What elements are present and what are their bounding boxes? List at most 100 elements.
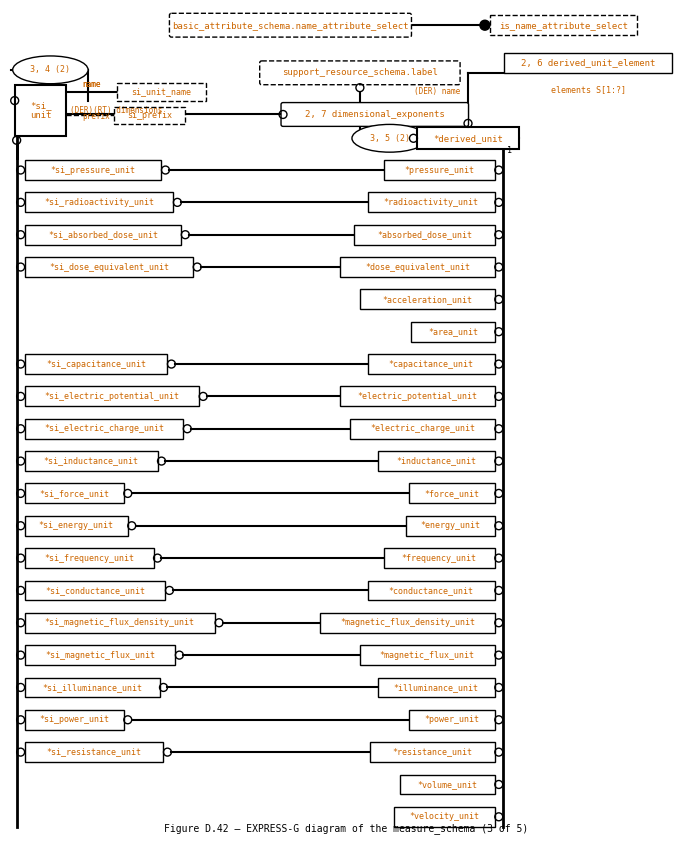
Bar — [24, 710, 124, 730]
Text: prefix: prefix — [82, 112, 110, 121]
Bar — [368, 193, 495, 212]
Text: 1: 1 — [507, 146, 511, 155]
Text: *electric_charge_unit: *electric_charge_unit — [370, 424, 475, 434]
Text: *resistance_unit: *resistance_unit — [392, 748, 473, 757]
Text: *si_inductance_unit: *si_inductance_unit — [44, 456, 139, 466]
Text: basic_attribute_schema.name_attribute_select: basic_attribute_schema.name_attribute_se… — [172, 21, 409, 29]
Bar — [360, 290, 495, 309]
Text: *radioactivity_unit: *radioactivity_unit — [384, 198, 479, 207]
Circle shape — [480, 20, 490, 30]
Bar — [24, 257, 193, 277]
Text: *si_absorbed_dose_unit: *si_absorbed_dose_unit — [48, 230, 158, 239]
Text: *si_illuminance_unit: *si_illuminance_unit — [42, 683, 142, 692]
Text: *pressure_unit: *pressure_unit — [404, 166, 474, 174]
Bar — [400, 775, 495, 794]
Text: 2, 6 derived_unit_element: 2, 6 derived_unit_element — [521, 58, 656, 67]
Bar — [370, 742, 495, 762]
Text: *power_unit: *power_unit — [425, 716, 480, 724]
Bar — [24, 354, 168, 374]
Text: *absorbed_dose_unit: *absorbed_dose_unit — [377, 230, 472, 239]
Bar — [360, 645, 495, 665]
Text: *inductance_unit: *inductance_unit — [396, 456, 476, 466]
Text: name: name — [82, 80, 100, 89]
Ellipse shape — [352, 125, 428, 152]
Text: 3, 4 (2): 3, 4 (2) — [30, 66, 71, 74]
Bar — [384, 160, 495, 180]
Bar — [504, 53, 672, 72]
Bar — [24, 580, 166, 600]
Bar — [412, 322, 495, 342]
Text: name: name — [82, 80, 100, 89]
Bar — [24, 225, 182, 245]
FancyBboxPatch shape — [169, 13, 412, 37]
Bar — [320, 613, 495, 632]
Bar — [405, 516, 495, 536]
Text: *si_magnetic_flux_unit: *si_magnetic_flux_unit — [45, 651, 155, 659]
Text: *si_dose_equivalent_unit: *si_dose_equivalent_unit — [49, 263, 169, 271]
Text: *frequency_unit: *frequency_unit — [402, 553, 477, 562]
Text: Figure D.42 — EXPRESS-G diagram of the measure_schema (3 of 5): Figure D.42 — EXPRESS-G diagram of the m… — [164, 823, 529, 834]
Text: *si_radioactivity_unit: *si_radioactivity_unit — [44, 198, 154, 207]
Bar — [410, 483, 495, 504]
Text: is_name_attribute_select: is_name_attribute_select — [499, 21, 628, 29]
Bar — [24, 678, 159, 697]
Bar — [340, 257, 495, 277]
Text: *derived_unit: *derived_unit — [433, 134, 503, 143]
FancyBboxPatch shape — [260, 61, 460, 85]
Bar — [24, 613, 215, 632]
Text: support_resource_schema.label: support_resource_schema.label — [282, 68, 438, 77]
Text: *si_magnetic_flux_density_unit: *si_magnetic_flux_density_unit — [45, 618, 195, 627]
Bar — [15, 85, 67, 136]
Bar — [24, 516, 128, 536]
Bar — [114, 107, 185, 125]
Bar — [24, 645, 175, 665]
Text: *si_conductance_unit: *si_conductance_unit — [45, 586, 145, 595]
Text: *force_unit: *force_unit — [425, 489, 480, 498]
Bar — [24, 483, 124, 504]
Text: *electric_potential_unit: *electric_potential_unit — [358, 392, 477, 401]
Bar — [368, 354, 495, 374]
Bar — [350, 418, 495, 439]
Text: *energy_unit: *energy_unit — [420, 521, 480, 530]
Bar — [354, 225, 495, 245]
Text: si_prefix: si_prefix — [127, 111, 172, 120]
Text: *area_unit: *area_unit — [428, 328, 478, 336]
Text: *si_pressure_unit: *si_pressure_unit — [51, 166, 136, 174]
Text: *dose_equivalent_unit: *dose_equivalent_unit — [365, 263, 470, 271]
Bar — [24, 451, 157, 471]
Text: *si_
unit: *si_ unit — [30, 101, 51, 120]
Bar — [117, 83, 206, 100]
Bar — [340, 386, 495, 407]
Text: *si_frequency_unit: *si_frequency_unit — [44, 553, 134, 562]
Bar — [368, 580, 495, 600]
Text: 2, 7 dimensional_exponents: 2, 7 dimensional_exponents — [305, 110, 445, 119]
Bar — [24, 193, 173, 212]
Bar — [24, 386, 199, 407]
Bar — [378, 678, 495, 697]
Bar — [410, 710, 495, 730]
Bar — [24, 742, 164, 762]
Bar — [24, 160, 161, 180]
Text: *si_capacitance_unit: *si_capacitance_unit — [46, 360, 146, 369]
Bar — [24, 418, 184, 439]
Text: *si_resistance_unit: *si_resistance_unit — [46, 748, 141, 757]
Text: (DER)(RT) dimensions: (DER)(RT) dimensions — [70, 106, 163, 115]
Text: *capacitance_unit: *capacitance_unit — [389, 360, 474, 369]
Text: *si_electric_potential_unit: *si_electric_potential_unit — [44, 392, 179, 401]
FancyBboxPatch shape — [281, 103, 468, 126]
Text: *magnetic_flux_density_unit: *magnetic_flux_density_unit — [340, 618, 475, 627]
Bar — [490, 15, 637, 35]
Text: *velocity_unit: *velocity_unit — [409, 813, 480, 821]
Ellipse shape — [12, 56, 88, 83]
Bar — [384, 548, 495, 568]
Text: *si_electric_charge_unit: *si_electric_charge_unit — [44, 424, 164, 434]
Text: *volume_unit: *volume_unit — [417, 780, 477, 789]
Text: *acceleration_unit: *acceleration_unit — [383, 295, 473, 304]
Text: elements S[1:?]: elements S[1:?] — [550, 85, 626, 93]
Text: *conductance_unit: *conductance_unit — [389, 586, 474, 595]
Bar — [394, 807, 495, 827]
Bar — [378, 451, 495, 471]
Text: si_unit_name: si_unit_name — [132, 88, 191, 96]
Text: *si_force_unit: *si_force_unit — [40, 489, 109, 498]
Text: (DER) name: (DER) name — [414, 88, 461, 96]
